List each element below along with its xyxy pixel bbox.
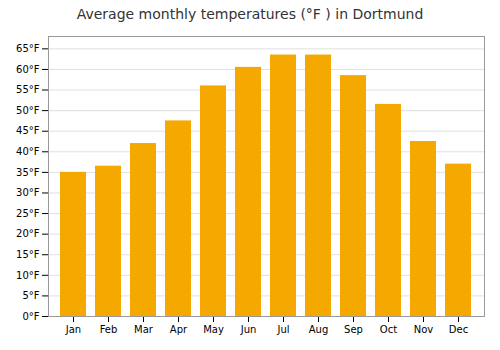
svg-text:15°F: 15°F bbox=[16, 249, 40, 260]
svg-text:Mar: Mar bbox=[134, 324, 154, 335]
svg-text:40°F: 40°F bbox=[16, 146, 40, 157]
svg-text:Dec: Dec bbox=[449, 324, 468, 335]
svg-text:May: May bbox=[203, 324, 224, 335]
svg-text:0°F: 0°F bbox=[22, 311, 39, 322]
html-text:Average monthly temperatures (: Average monthly temperatures (°F ) in Do… bbox=[76, 6, 424, 22]
svg-text:10°F: 10°F bbox=[16, 270, 40, 281]
svg-text:Jun: Jun bbox=[240, 324, 257, 335]
svg-text:Sep: Sep bbox=[344, 324, 363, 335]
svg-text:60°F: 60°F bbox=[16, 64, 40, 75]
svg-text:25°F: 25°F bbox=[16, 208, 40, 219]
svg-text:Feb: Feb bbox=[100, 324, 118, 335]
svg-text:Jul: Jul bbox=[276, 324, 289, 335]
svg-text:35°F: 35°F bbox=[16, 167, 40, 178]
svg-text:Jan: Jan bbox=[65, 324, 81, 335]
svg-text:30°F: 30°F bbox=[16, 187, 40, 198]
svg-text:50°F: 50°F bbox=[16, 105, 40, 116]
svg-text:Nov: Nov bbox=[414, 324, 434, 335]
svg-text:55°F: 55°F bbox=[16, 84, 40, 95]
svg-text:Apr: Apr bbox=[170, 324, 188, 335]
svg-text:20°F: 20°F bbox=[16, 228, 40, 239]
svg-text:65°F: 65°F bbox=[16, 43, 40, 54]
svg-text:Aug: Aug bbox=[309, 324, 329, 335]
svg-text:Oct: Oct bbox=[380, 324, 397, 335]
svg-text:45°F: 45°F bbox=[16, 125, 40, 136]
svg-text:5°F: 5°F bbox=[22, 290, 39, 301]
